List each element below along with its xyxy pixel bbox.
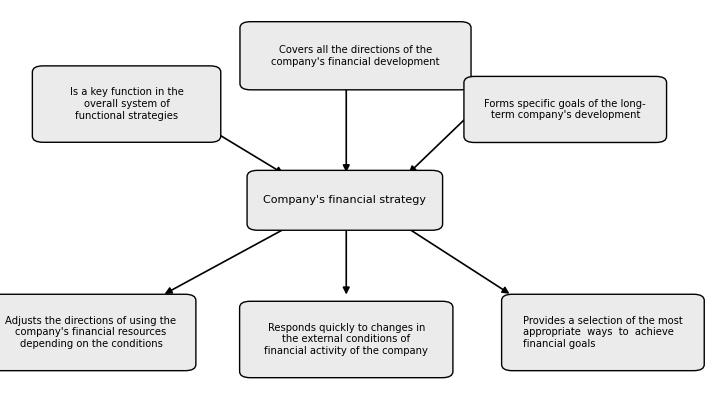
FancyBboxPatch shape bbox=[33, 66, 220, 142]
Text: Adjusts the directions of using the
company's financial resources
depending on t: Adjusts the directions of using the comp… bbox=[6, 316, 176, 349]
FancyBboxPatch shape bbox=[501, 294, 704, 371]
Text: Covers all the directions of the
company's financial development: Covers all the directions of the company… bbox=[272, 45, 439, 66]
Text: Company's financial strategy: Company's financial strategy bbox=[263, 195, 427, 205]
FancyBboxPatch shape bbox=[247, 170, 442, 230]
Text: Is a key function in the
overall system of
functional strategies: Is a key function in the overall system … bbox=[70, 88, 183, 121]
FancyBboxPatch shape bbox=[240, 301, 453, 377]
Text: Provides a selection of the most
appropriate  ways  to  achieve
financial goals: Provides a selection of the most appropr… bbox=[523, 316, 683, 349]
FancyBboxPatch shape bbox=[0, 294, 196, 371]
Text: Responds quickly to changes in
the external conditions of
financial activity of : Responds quickly to changes in the exter… bbox=[264, 323, 428, 356]
FancyBboxPatch shape bbox=[464, 76, 667, 142]
FancyBboxPatch shape bbox=[240, 21, 471, 90]
Text: Forms specific goals of the long-
term company's development: Forms specific goals of the long- term c… bbox=[484, 99, 646, 120]
